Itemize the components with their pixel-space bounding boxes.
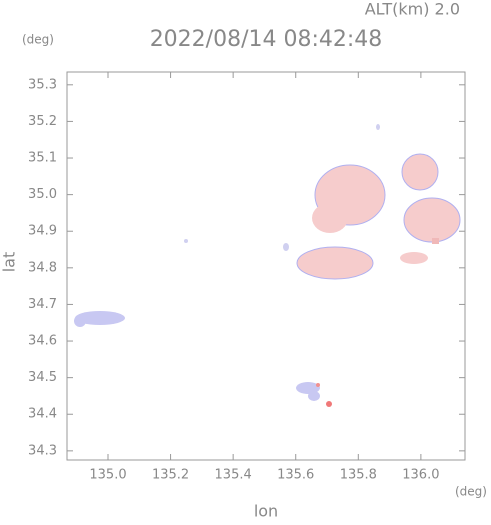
y-tick-label: 34.7 — [28, 297, 57, 312]
y-tick-label: 34.4 — [28, 407, 57, 422]
x-tick-label: 135.2 — [152, 468, 189, 483]
y-axis-title: lat — [0, 252, 19, 273]
x-tick-label: 135.8 — [340, 468, 377, 483]
x-unit: (deg) — [455, 485, 487, 499]
x-tick-label: 136.0 — [402, 468, 439, 483]
x-tick-label: 135.6 — [277, 468, 314, 483]
echoes — [74, 124, 461, 407]
y-tick-label: 34.3 — [28, 443, 57, 458]
y-tick-label: 34.6 — [28, 334, 57, 349]
x-tick-label: 135.4 — [215, 468, 252, 483]
plot-frame — [66, 71, 466, 461]
y-tick-label: 34.9 — [28, 224, 57, 239]
chart-title: 2022/08/14 08:42:48 — [150, 27, 383, 52]
y-unit: (deg) — [22, 33, 54, 47]
y-tick-label: 34.8 — [28, 260, 57, 275]
x-tick-label: 135.0 — [89, 468, 126, 483]
y-tick-label: 35.2 — [28, 114, 57, 129]
y-tick-label: 34.5 — [28, 370, 57, 385]
altitude-label: ALT(km) 2.0 — [365, 0, 460, 19]
y-tick-label: 35.1 — [28, 151, 57, 166]
y-tick-label: 35.0 — [28, 187, 57, 202]
y-tick-label: 35.3 — [28, 77, 57, 92]
x-axis-title: lon — [254, 502, 278, 521]
